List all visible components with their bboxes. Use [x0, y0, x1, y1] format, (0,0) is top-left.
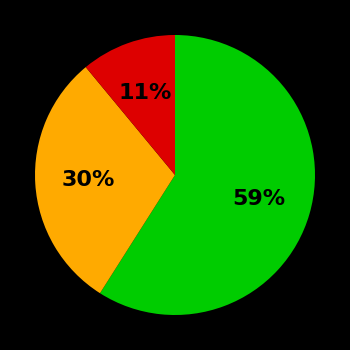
- Wedge shape: [35, 67, 175, 293]
- Text: 11%: 11%: [119, 83, 172, 103]
- Wedge shape: [100, 35, 315, 315]
- Text: 30%: 30%: [62, 170, 115, 190]
- Wedge shape: [86, 35, 175, 175]
- Text: 59%: 59%: [232, 189, 285, 209]
